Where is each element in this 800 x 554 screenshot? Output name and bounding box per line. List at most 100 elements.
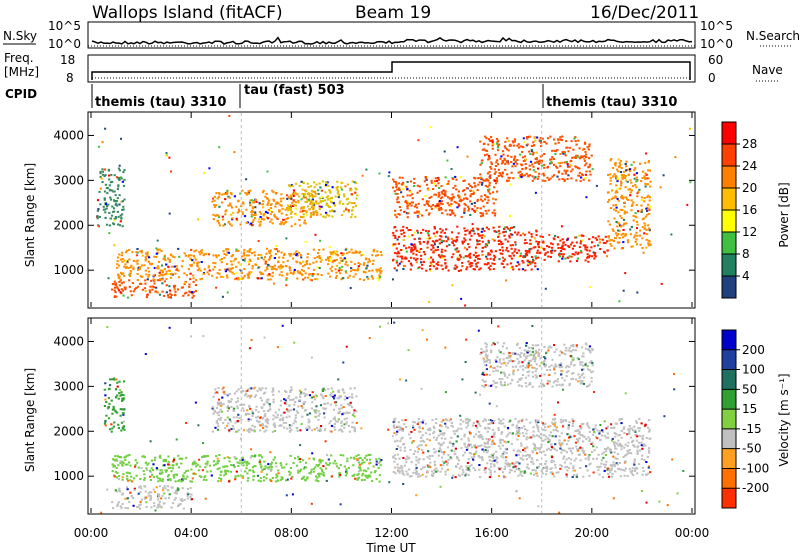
power-echo-cell xyxy=(143,264,146,267)
power-echo-cell xyxy=(519,170,522,173)
velocity-echo-cell xyxy=(641,473,644,476)
power-echo-cell xyxy=(442,193,445,196)
power-echo-cell xyxy=(632,161,635,164)
velocity-echo-cell xyxy=(478,468,481,471)
velocity-echo-cell xyxy=(565,465,569,468)
power-echo-cell xyxy=(271,211,274,213)
power-echo-cell xyxy=(574,165,577,168)
velocity-echo-cell xyxy=(560,421,563,424)
power-echo-cell xyxy=(215,256,218,259)
power-echo-cell xyxy=(634,234,637,237)
power-echo-cell xyxy=(510,227,513,229)
power-region xyxy=(116,247,383,282)
noise-sky-line xyxy=(91,36,693,45)
power-echo-cell xyxy=(517,231,520,234)
power-echo-cell xyxy=(153,274,156,277)
power-echo-cell xyxy=(107,203,110,206)
velocity-echo-cell xyxy=(294,414,297,417)
velocity-echo-cell xyxy=(340,407,343,410)
power-echo-cell xyxy=(481,214,485,217)
power-echo-cell xyxy=(570,170,573,173)
power-echo-cell xyxy=(603,251,606,254)
power-echo-cell xyxy=(504,163,507,165)
power-echo-cell xyxy=(269,278,272,281)
power-echo-cell xyxy=(322,248,325,251)
power-echo-cell xyxy=(489,268,492,271)
power-echo-cell xyxy=(414,259,417,261)
velocity-echo-cell xyxy=(636,435,639,438)
power-echo-cell xyxy=(158,271,161,274)
velocity-echo-cell xyxy=(488,459,491,462)
power-echo-cell xyxy=(582,244,585,247)
power-echo-cell xyxy=(588,163,591,166)
power-echo-cell xyxy=(251,267,254,270)
velocity-echo-cell xyxy=(160,472,163,475)
velocity-echo-cell xyxy=(128,501,131,503)
velocity-echo-cell xyxy=(404,419,407,422)
velocity-echo-cell xyxy=(343,426,346,429)
power-echo-cell xyxy=(403,257,406,260)
velocity-echo-cell xyxy=(251,412,254,415)
velocity-echo-cell xyxy=(129,464,132,467)
power-echo-cell xyxy=(394,192,397,195)
power-echo-cell xyxy=(502,249,505,252)
velocity-echo-cell xyxy=(454,447,457,450)
velocity-echo-cell xyxy=(600,459,603,462)
velocity-echo-cell xyxy=(235,401,238,404)
velocity-echo-cell xyxy=(439,430,442,433)
velocity-echo-cell xyxy=(117,464,120,467)
power-echo-cell xyxy=(396,188,400,191)
power-echo-cell xyxy=(379,272,382,274)
power-scatter-cell xyxy=(300,256,303,259)
velocity-echo-cell xyxy=(446,426,450,429)
power-echo-cell xyxy=(473,211,477,213)
power-echo-cell xyxy=(647,169,650,172)
power-echo-cell xyxy=(231,271,234,274)
power-echo-cell xyxy=(444,192,447,195)
velocity-echo-cell xyxy=(472,453,476,456)
cpid-label: CPID xyxy=(5,87,37,101)
power-echo-cell xyxy=(268,274,271,277)
velocity-echo-cell xyxy=(186,469,189,472)
velocity-echo-cell xyxy=(271,387,274,390)
power-echo-cell xyxy=(269,207,273,210)
power-scatter-cell xyxy=(460,297,463,300)
power-echo-cell xyxy=(120,282,123,285)
velocity-echo-cell xyxy=(647,466,650,469)
power-echo-cell xyxy=(475,265,479,268)
velocity-echo-cell xyxy=(218,467,221,470)
power-echo-cell xyxy=(254,263,257,266)
velocity-echo-cell xyxy=(206,470,209,473)
power-echo-cell xyxy=(114,291,117,294)
velocity-echo-cell xyxy=(330,475,333,478)
velocity-echo-cell xyxy=(128,472,132,475)
velocity-echo-cell xyxy=(634,430,637,433)
power-echo-cell xyxy=(237,261,240,264)
power-echo-cell xyxy=(395,186,398,188)
power-echo-cell xyxy=(523,141,526,144)
power-echo-cell xyxy=(393,180,396,183)
power-echo-cell xyxy=(212,254,215,257)
power-echo-cell xyxy=(318,255,321,257)
velocity-echo-cell xyxy=(151,473,154,476)
power-echo-cell xyxy=(543,174,546,177)
power-echo-cell xyxy=(507,149,510,152)
power-echo-cell xyxy=(422,241,425,243)
velocity-echo-cell xyxy=(622,428,625,430)
power-echo-cell xyxy=(302,213,305,216)
velocity-echo-cell xyxy=(167,489,170,492)
power-echo-cell xyxy=(258,202,261,205)
velocity-echo-cell xyxy=(577,432,580,435)
power-echo-cell xyxy=(463,211,466,214)
velocity-echo-cell xyxy=(149,494,152,497)
velocity-echo-cell xyxy=(168,493,171,496)
velocity-echo-cell xyxy=(393,454,396,457)
velocity-echo-cell xyxy=(462,420,465,423)
power-echo-cell xyxy=(402,238,405,241)
velocity-region xyxy=(103,377,126,433)
velocity-echo-cell xyxy=(167,475,170,478)
velocity-echo-cell xyxy=(343,423,346,426)
velocity-echo-cell xyxy=(335,462,338,465)
velocity-echo-cell xyxy=(192,462,195,464)
velocity-echo-cell xyxy=(283,398,286,401)
